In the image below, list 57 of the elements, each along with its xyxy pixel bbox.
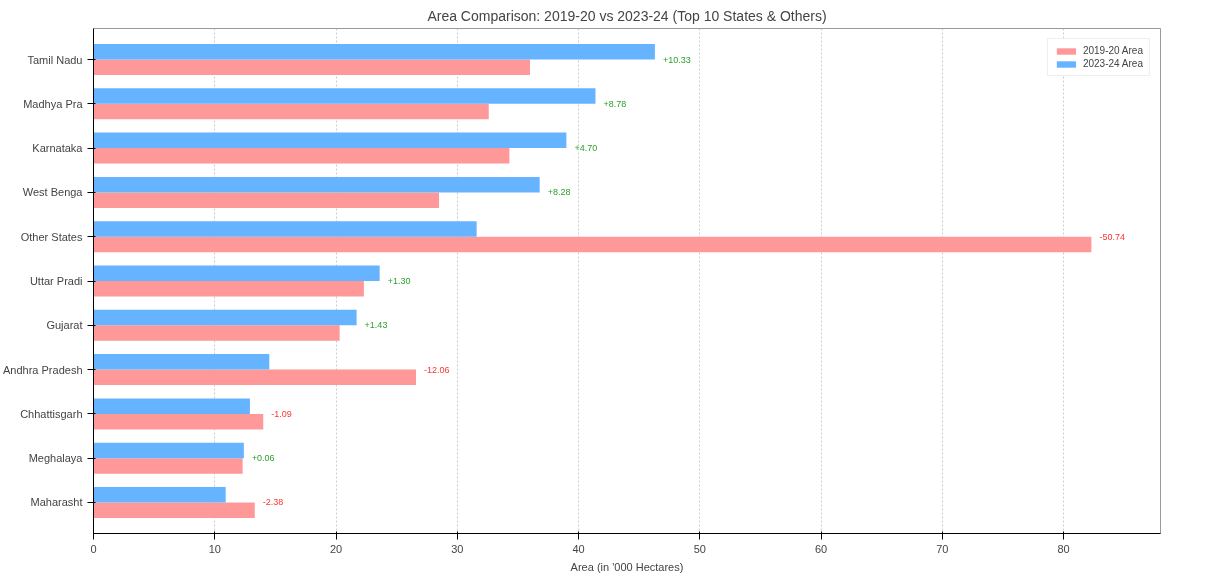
- y-tick-label: Chhattisgarh: [20, 407, 83, 420]
- bar: [93, 369, 417, 386]
- annotation: +8.78: [603, 98, 627, 109]
- y-tick-label: Tamil Nadu: [27, 53, 83, 66]
- annotation: +4.70: [574, 143, 598, 154]
- x-tick-label: 30: [451, 542, 464, 555]
- annotation: +1.30: [387, 276, 411, 286]
- bar: [93, 44, 655, 60]
- y-tick-label: Karnataka: [32, 142, 84, 155]
- y-tick-label: Other States: [20, 230, 83, 243]
- y-tick-label: Madhya Pra: [23, 97, 84, 110]
- bar: [93, 458, 243, 474]
- x-axis-title: Area (in '000 Hectares): [570, 560, 684, 573]
- bar: [93, 192, 440, 208]
- x-tick-label: 10: [208, 542, 221, 555]
- bar: [93, 265, 380, 281]
- x-tick-label: 70: [936, 542, 949, 555]
- x-tick-label: 60: [814, 542, 828, 555]
- annotation: +10.33: [662, 54, 691, 65]
- bar: [93, 221, 477, 237]
- annotation: -12.06: [424, 364, 450, 375]
- bar: [93, 398, 250, 414]
- bar: [93, 59, 530, 76]
- y-tick-label: Andhra Pradesh: [3, 363, 83, 376]
- y-tick-label: Uttar Pradi: [29, 275, 83, 287]
- annotation: -50.74: [1099, 231, 1125, 242]
- x-tick-label: 0: [90, 542, 97, 555]
- bar: [93, 132, 567, 149]
- y-tick-label: West Benga: [22, 186, 84, 199]
- bar: [93, 502, 255, 518]
- bar: [93, 281, 364, 297]
- annotation: -2.38: [262, 497, 284, 508]
- y-tick-label: Meghalaya: [28, 452, 84, 465]
- bar: [93, 88, 596, 104]
- annotation: +0.06: [251, 453, 275, 464]
- x-tick-label: 40: [572, 542, 585, 555]
- bar: [93, 442, 244, 459]
- annotation: -1.09: [271, 408, 292, 419]
- legend-label: 2023-24 Area: [1082, 58, 1143, 69]
- bar: [93, 236, 1092, 253]
- x-tick-label: 50: [693, 542, 706, 555]
- annotation: +8.28: [547, 187, 571, 198]
- y-tick-label: Gujarat: [46, 319, 83, 332]
- y-tick-label: Maharasht: [30, 496, 83, 509]
- bar: [93, 486, 226, 503]
- bar: [93, 309, 357, 326]
- x-tick-label: 80: [1057, 542, 1070, 555]
- bar: [93, 103, 489, 120]
- chart-title: Area Comparison: 2019-20 vs 2023-24 (Top 10 States & Others): [427, 7, 827, 24]
- bar: [93, 413, 264, 430]
- bar: [93, 148, 510, 164]
- legend-label: 2019-20 Area: [1082, 45, 1143, 56]
- bar: [93, 354, 270, 370]
- x-tick-label: 20: [329, 542, 343, 555]
- annotation: +1.43: [364, 320, 388, 331]
- bar: [93, 325, 340, 341]
- bar: [93, 176, 540, 193]
